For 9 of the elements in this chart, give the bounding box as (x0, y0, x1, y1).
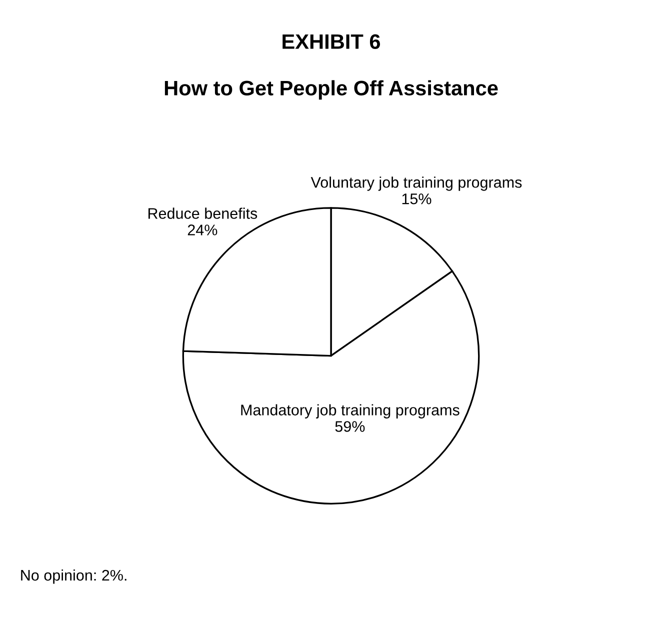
chart-subtitle: How to Get People Off Assistance (164, 80, 498, 100)
data-label: 15% (402, 194, 432, 204)
slice-label: Voluntary job training programs (310, 176, 522, 191)
data-label: 24% (188, 224, 218, 236)
chart-title: EXHIBIT 6 (282, 34, 380, 49)
text: No opinion: 2%. (21, 569, 126, 584)
slice-label: Reduce benefits (148, 208, 258, 219)
data-label: 59% (335, 421, 365, 432)
slice-label: Mandatory job training programs (241, 404, 460, 418)
